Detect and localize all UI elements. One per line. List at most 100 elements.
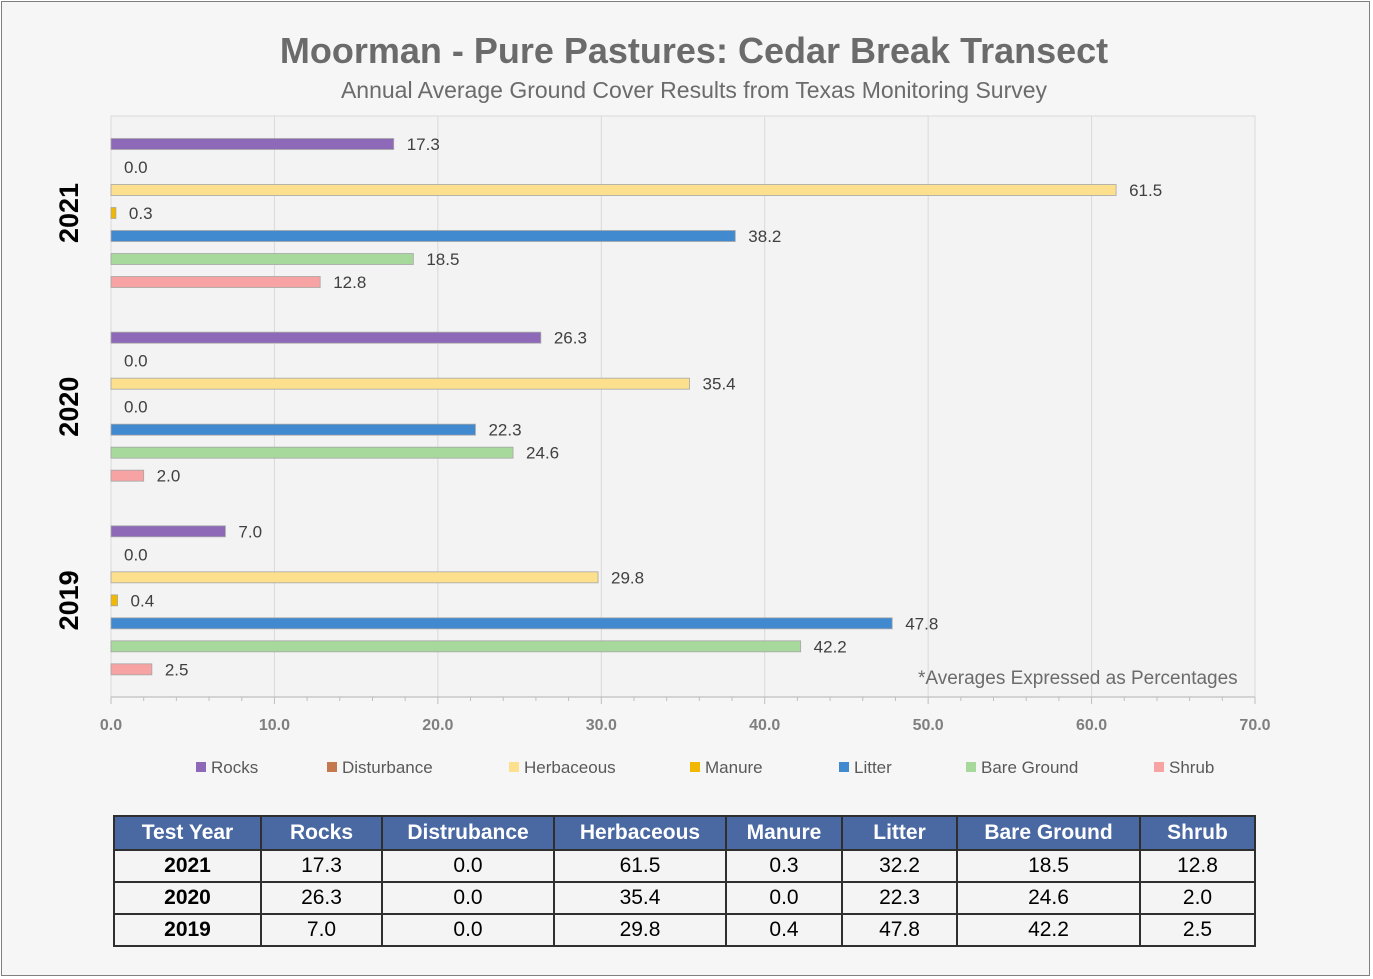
table-cell: 24.6 bbox=[956, 881, 1141, 915]
legend-label: Manure bbox=[705, 758, 763, 777]
legend-item: Bare Ground bbox=[966, 758, 1078, 778]
bar bbox=[110, 525, 226, 538]
table-cell: 2.5 bbox=[1139, 913, 1256, 947]
table-header: Shrub bbox=[1139, 815, 1256, 851]
bar bbox=[110, 571, 599, 584]
table-header: Litter bbox=[841, 815, 958, 851]
table-row: 2019 7.0 0.0 29.8 0.4 47.8 42.2 2.5 bbox=[113, 913, 1256, 947]
legend-label: Litter bbox=[854, 758, 892, 777]
x-tick-label: 10.0 bbox=[259, 717, 290, 734]
legend-item: Shrub bbox=[1154, 758, 1214, 778]
table-cell: 29.8 bbox=[553, 913, 727, 947]
x-tick-label: 20.0 bbox=[422, 717, 453, 734]
table-header: Distrubance bbox=[381, 815, 555, 851]
bar bbox=[110, 276, 321, 288]
table-header: Rocks bbox=[260, 815, 383, 851]
table-cell: 22.3 bbox=[841, 881, 958, 915]
table-cell: 32.2 bbox=[841, 849, 958, 883]
data-label: 22.3 bbox=[488, 421, 521, 440]
legend-swatch bbox=[327, 762, 337, 772]
category-label: 2019 bbox=[54, 570, 84, 630]
data-label: 26.3 bbox=[554, 329, 587, 348]
table-cell: 2021 bbox=[113, 849, 262, 883]
table-header: Manure bbox=[725, 815, 843, 851]
bar bbox=[110, 640, 802, 653]
x-tick-label: 60.0 bbox=[1076, 717, 1107, 734]
legend-label: Bare Ground bbox=[981, 758, 1079, 777]
chart-title: Moorman - Pure Pastures: Cedar Break Tra… bbox=[279, 30, 1109, 71]
data-label: 0.3 bbox=[129, 204, 153, 223]
legend-item: Manure bbox=[690, 758, 763, 778]
bar bbox=[110, 663, 153, 676]
table-cell: 0.0 bbox=[381, 913, 555, 947]
table-row: 2020 26.3 0.0 35.4 0.0 22.3 24.6 2.0 bbox=[113, 881, 1256, 915]
table-cell: 61.5 bbox=[553, 849, 727, 883]
bar bbox=[110, 184, 1117, 196]
table-header-row: Test Year Rocks Distrubance Herbaceous M… bbox=[113, 815, 1256, 851]
legend-swatch bbox=[196, 762, 206, 772]
data-table: Test Year Rocks Distrubance Herbaceous M… bbox=[113, 815, 1256, 947]
legend-item: Rocks bbox=[196, 758, 258, 778]
table-cell: 18.5 bbox=[956, 849, 1141, 883]
table-cell: 17.3 bbox=[260, 849, 383, 883]
category-label: 2020 bbox=[54, 377, 84, 437]
data-label: 12.8 bbox=[333, 273, 366, 292]
table-header: Herbaceous bbox=[553, 815, 727, 851]
data-label: 7.0 bbox=[238, 522, 262, 541]
x-tick-label: 50.0 bbox=[913, 717, 944, 734]
data-label: 0.4 bbox=[131, 591, 155, 610]
table-cell: 7.0 bbox=[260, 913, 383, 947]
table-cell: 2.0 bbox=[1139, 881, 1256, 915]
bar bbox=[110, 253, 414, 265]
bar bbox=[110, 230, 736, 242]
bar bbox=[110, 377, 690, 390]
table-cell: 0.4 bbox=[725, 913, 843, 947]
data-label: 0.0 bbox=[124, 398, 148, 417]
data-label: 0.0 bbox=[124, 158, 148, 177]
table-cell: 2019 bbox=[113, 913, 262, 947]
plot-area bbox=[110, 115, 1256, 698]
legend-swatch bbox=[690, 762, 700, 772]
chart-subtitle: Annual Average Ground Cover Results from… bbox=[340, 77, 1048, 103]
legend-swatch bbox=[1154, 762, 1164, 772]
table-cell: 2020 bbox=[113, 881, 262, 915]
table-cell: 35.4 bbox=[553, 881, 727, 915]
data-label: 18.5 bbox=[426, 250, 459, 269]
data-label: 29.8 bbox=[611, 568, 644, 587]
legend-item: Herbaceous bbox=[509, 758, 616, 778]
legend-swatch bbox=[966, 762, 976, 772]
legend-label: Shrub bbox=[1169, 758, 1215, 777]
table-cell: 0.0 bbox=[381, 849, 555, 883]
legend-swatch bbox=[839, 762, 849, 772]
data-label: 61.5 bbox=[1129, 181, 1162, 200]
bar bbox=[110, 138, 395, 150]
bar-chart: 0.0 10.0 20.0 30.0 40.0 50.0 60.0 70.0 2021 17.3 0… bbox=[54, 115, 1271, 734]
data-label: 38.2 bbox=[748, 227, 781, 246]
category-label: 2021 bbox=[54, 183, 84, 243]
bar bbox=[110, 469, 145, 482]
data-label: 24.6 bbox=[526, 444, 559, 463]
x-tick-label: 70.0 bbox=[1239, 717, 1270, 734]
table-cell: 12.8 bbox=[1139, 849, 1256, 883]
table-cell: 26.3 bbox=[260, 881, 383, 915]
table-cell: 0.0 bbox=[725, 881, 843, 915]
legend-item: Litter bbox=[839, 758, 892, 778]
table-cell: 42.2 bbox=[956, 913, 1141, 947]
data-label: 42.2 bbox=[814, 637, 847, 656]
table-cell: 0.3 bbox=[725, 849, 843, 883]
data-label: 17.3 bbox=[407, 135, 440, 154]
bar bbox=[110, 207, 117, 219]
x-tick-label: 0.0 bbox=[100, 717, 122, 734]
data-label: 0.0 bbox=[124, 352, 148, 371]
data-label: 2.5 bbox=[165, 660, 189, 679]
legend-label: Disturbance bbox=[342, 758, 433, 777]
table-cell: 0.0 bbox=[381, 881, 555, 915]
data-label: 0.0 bbox=[124, 545, 148, 564]
bar bbox=[110, 617, 893, 630]
legend-label: Rocks bbox=[211, 758, 259, 777]
chart-note: *Averages Expressed as Percentages bbox=[918, 668, 1238, 689]
x-tick-label: 30.0 bbox=[586, 717, 617, 734]
table-header: Bare Ground bbox=[956, 815, 1141, 851]
data-label: 35.4 bbox=[703, 375, 736, 394]
bar bbox=[110, 331, 542, 344]
